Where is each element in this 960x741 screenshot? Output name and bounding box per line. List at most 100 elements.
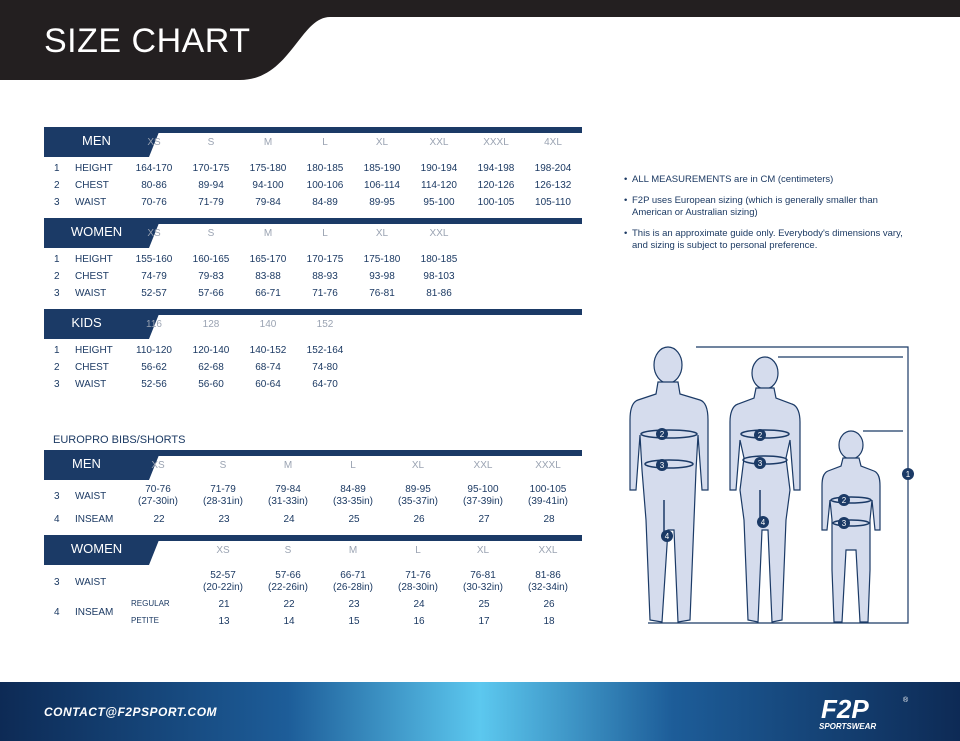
marker-1-height: 1 — [902, 468, 914, 480]
women-size-table: WOMEN XS S M L XL XXL 1 HEIGHT 155-160 1… — [44, 218, 582, 299]
cell: 71-76 (28-30in) — [397, 570, 439, 593]
table-row: 3 WAIST 70-76 71-79 79-84 84-89 89-95 95… — [44, 195, 582, 212]
size-header: XL — [375, 228, 389, 239]
cell: 94-100 — [252, 180, 284, 191]
marker-3-woman: 3 — [754, 457, 766, 469]
size-header: 4XL — [544, 137, 562, 148]
cell: 83-88 — [255, 271, 281, 282]
table-row-regular: REGULAR 21 22 23 24 25 26 — [44, 597, 582, 614]
women-size-headers: XS S M L XL XXL — [44, 224, 582, 248]
cell: 79-84 (31-33in) — [267, 484, 309, 507]
table-row: 1 HEIGHT 110-120 120-140 140-152 152-164 — [44, 343, 582, 360]
size-header: L — [350, 460, 356, 471]
cell: 165-170 — [249, 254, 287, 265]
cell: 62-68 — [198, 362, 224, 373]
f2p-logo: F2P ® SPORTSWEAR — [819, 694, 909, 731]
cell: 23 — [348, 599, 360, 610]
cell: 81-86 — [426, 288, 452, 299]
cell: 57-66 — [198, 288, 224, 299]
cell: 93-98 — [369, 271, 395, 282]
cell: 18 — [543, 616, 555, 627]
row-number: 1 — [54, 345, 60, 356]
cell: 16 — [413, 616, 425, 627]
row-label: HEIGHT — [75, 163, 113, 174]
cell: 26 — [543, 599, 555, 610]
cell: 76-81 (30-32in) — [462, 570, 504, 593]
women-label: WOMEN — [70, 224, 123, 239]
size-header: XL — [375, 137, 389, 148]
cell: 89-95 (35-37in) — [397, 484, 439, 507]
cell: 60-64 — [255, 379, 281, 390]
size-header: XXL — [429, 137, 449, 148]
size-header: XXXL — [535, 460, 561, 471]
cell: 180-185 — [420, 254, 458, 265]
row-number: 1 — [54, 254, 60, 265]
cell: 95-100 — [423, 197, 455, 208]
kids-label: KIDS — [71, 315, 102, 330]
table-row: 1 HEIGHT 164-170 170-175 175-180 180-185… — [44, 161, 582, 178]
row-number: 3 — [54, 577, 60, 588]
table-row: 2 CHEST 80-86 89-94 94-100 100-106 106-1… — [44, 178, 582, 195]
europro-women-header: WOMEN XS S M L XL XXL — [44, 535, 582, 565]
cell: 52-57 — [141, 288, 167, 299]
row-label: INSEAM — [75, 607, 114, 618]
size-header: L — [322, 137, 328, 148]
row-label: HEIGHT — [75, 345, 113, 356]
marker-2-man: 2 — [656, 428, 668, 440]
europro-women-label: WOMEN — [70, 541, 123, 556]
size-header: XS — [216, 545, 230, 556]
cell: 22 — [283, 599, 295, 610]
cell: 52-56 — [141, 379, 167, 390]
size-header: XXL — [538, 545, 558, 556]
cell: 25 — [478, 599, 490, 610]
cell: 81-86 (32-34in) — [527, 570, 569, 593]
svg-text:SPORTSWEAR: SPORTSWEAR — [819, 722, 876, 731]
size-header: 140 — [259, 319, 277, 330]
cell: 80-86 — [141, 180, 167, 191]
contact-email[interactable]: CONTACT@F2PSPORT.COM — [44, 705, 218, 719]
cell: 170-175 — [192, 163, 230, 174]
cell: 126-132 — [534, 180, 572, 191]
measurement-figure: 2 3 4 2 3 4 2 3 1 — [629, 346, 914, 624]
svg-text:2: 2 — [758, 431, 763, 440]
notes-list: • ALL MEASUREMENTS are in CM (centimeters… — [620, 174, 910, 261]
cell: 120-140 — [192, 345, 230, 356]
size-header: XS — [147, 228, 161, 239]
row-label: CHEST — [75, 362, 109, 373]
row-label: CHEST — [75, 271, 109, 282]
cell: 52-57 (20-22in) — [202, 570, 244, 593]
cell: 152-164 — [306, 345, 344, 356]
men-label: MEN — [82, 133, 111, 148]
size-header: M — [283, 460, 293, 471]
table-row: 3 WAIST 52-56 56-60 60-64 64-70 — [44, 377, 582, 394]
cell: 190-194 — [420, 163, 458, 174]
note-item: • F2P uses European sizing (which is gene… — [624, 195, 878, 218]
footer-bar: CONTACT@F2PSPORT.COM F2P ® SPORTSWEAR — [0, 682, 960, 741]
cell: 14 — [283, 616, 295, 627]
cell: 98-103 — [423, 271, 455, 282]
row-number: 2 — [54, 271, 60, 282]
row-sublabel: REGULAR — [131, 599, 170, 608]
cell: 74-79 — [141, 271, 167, 282]
table-row: 1 HEIGHT 155-160 160-165 165-170 170-175… — [44, 252, 582, 269]
men-size-table: MEN XS S M L XL XXL XXXL 4XL 1 HEIGHT 16… — [44, 127, 582, 208]
size-header: 128 — [202, 319, 220, 330]
size-header: M — [263, 137, 273, 148]
size-header: XS — [151, 460, 165, 471]
cell: 15 — [348, 616, 360, 627]
men-size-headers: XS S M L XL XXL XXXL 4XL — [44, 133, 582, 157]
cell: 13 — [218, 616, 230, 627]
europro-title: EUROPRO BIBS/SHORTS — [53, 434, 186, 446]
cell: 71-79 — [198, 197, 224, 208]
cell: 100-106 — [306, 180, 344, 191]
cell: 120-126 — [477, 180, 515, 191]
cell: 175-180 — [363, 254, 401, 265]
row-label: WAIST — [75, 491, 107, 502]
cell: 70-76 (27-30in) — [137, 484, 179, 507]
cell: 105-110 — [535, 197, 571, 208]
row-number: 3 — [54, 379, 60, 390]
page-title: SIZE CHART — [44, 22, 251, 60]
woman-silhouette — [729, 356, 801, 623]
table-row: 3 WAIST 52-57 57-66 66-71 71-76 76-81 81… — [44, 286, 582, 303]
size-header: L — [415, 545, 421, 556]
